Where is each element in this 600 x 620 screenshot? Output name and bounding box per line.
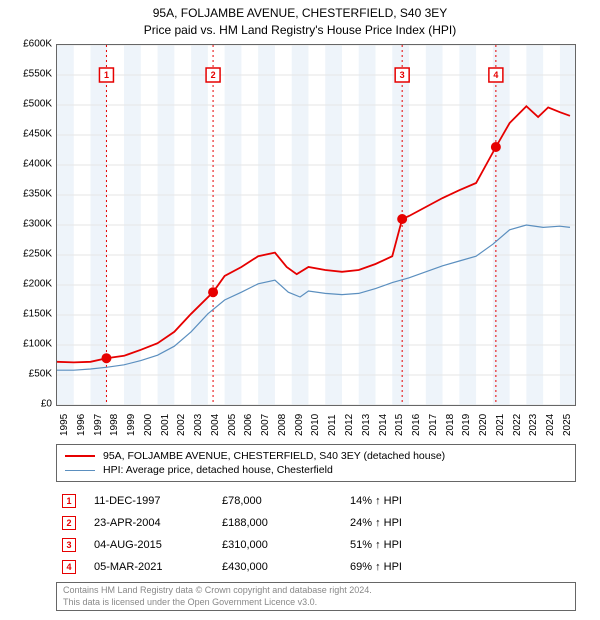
svg-text:2: 2: [211, 70, 216, 80]
chart-area: 1 2 3 4: [56, 44, 576, 406]
x-tick-label: 2024: [545, 414, 556, 436]
x-tick-label: 1998: [109, 414, 120, 436]
y-tick-label: £500K: [8, 99, 52, 110]
chart-svg: 1 2 3 4: [57, 45, 575, 405]
y-tick-label: £0: [8, 399, 52, 410]
x-tick-label: 2009: [294, 414, 305, 436]
transaction-row: 3 04-AUG-2015 £310,000 51% ↑ HPI: [56, 534, 576, 556]
y-tick-label: £450K: [8, 129, 52, 140]
svg-text:4: 4: [493, 70, 498, 80]
transaction-marker: 3: [62, 538, 76, 552]
transaction-delta: 14% ↑ HPI: [350, 495, 470, 507]
x-tick-label: 2010: [310, 414, 321, 436]
x-tick-label: 2019: [461, 414, 472, 436]
legend-box: 95A, FOLJAMBE AVENUE, CHESTERFIELD, S40 …: [56, 444, 576, 482]
svg-text:3: 3: [400, 70, 405, 80]
y-tick-label: £600K: [8, 39, 52, 50]
x-tick-label: 2017: [428, 414, 439, 436]
x-tick-label: 2000: [143, 414, 154, 436]
footer-line2: This data is licensed under the Open Gov…: [63, 597, 569, 609]
y-tick-label: £200K: [8, 279, 52, 290]
x-tick-label: 2025: [562, 414, 573, 436]
legend-label: 95A, FOLJAMBE AVENUE, CHESTERFIELD, S40 …: [103, 450, 445, 462]
x-tick-label: 2023: [528, 414, 539, 436]
x-tick-label: 2011: [327, 414, 338, 436]
y-tick-label: £150K: [8, 309, 52, 320]
x-tick-label: 2002: [176, 414, 187, 436]
legend-swatch: [65, 455, 95, 457]
transaction-marker: 1: [62, 494, 76, 508]
x-tick-label: 2001: [160, 414, 171, 436]
transaction-date: 04-AUG-2015: [94, 539, 204, 551]
footer-line1: Contains HM Land Registry data © Crown c…: [63, 585, 569, 597]
footer-attribution: Contains HM Land Registry data © Crown c…: [56, 582, 576, 611]
transaction-date: 05-MAR-2021: [94, 561, 204, 573]
x-tick-label: 2004: [210, 414, 221, 436]
transaction-date: 11-DEC-1997: [94, 495, 204, 507]
transaction-marker: 4: [62, 560, 76, 574]
transaction-price: £310,000: [222, 539, 332, 551]
x-tick-label: 2021: [495, 414, 506, 436]
transaction-marker: 2: [62, 516, 76, 530]
y-tick-label: £100K: [8, 339, 52, 350]
transaction-row: 4 05-MAR-2021 £430,000 69% ↑ HPI: [56, 556, 576, 578]
transaction-delta: 24% ↑ HPI: [350, 517, 470, 529]
y-tick-label: £350K: [8, 189, 52, 200]
transaction-row: 2 23-APR-2004 £188,000 24% ↑ HPI: [56, 512, 576, 534]
page-container: 95A, FOLJAMBE AVENUE, CHESTERFIELD, S40 …: [0, 0, 600, 620]
y-tick-label: £400K: [8, 159, 52, 170]
title-subtitle: Price paid vs. HM Land Registry's House …: [0, 23, 600, 39]
x-tick-label: 2014: [378, 414, 389, 436]
title-block: 95A, FOLJAMBE AVENUE, CHESTERFIELD, S40 …: [0, 0, 600, 38]
transaction-delta: 69% ↑ HPI: [350, 561, 470, 573]
x-tick-label: 2003: [193, 414, 204, 436]
title-address: 95A, FOLJAMBE AVENUE, CHESTERFIELD, S40 …: [0, 6, 600, 22]
x-tick-label: 1996: [76, 414, 87, 436]
y-tick-label: £50K: [8, 369, 52, 380]
x-tick-label: 2012: [344, 414, 355, 436]
x-tick-label: 2022: [512, 414, 523, 436]
transaction-price: £430,000: [222, 561, 332, 573]
legend-row: HPI: Average price, detached house, Ches…: [65, 463, 567, 477]
x-tick-label: 1999: [126, 414, 137, 436]
y-tick-label: £250K: [8, 249, 52, 260]
x-tick-label: 2018: [445, 414, 456, 436]
legend-label: HPI: Average price, detached house, Ches…: [103, 464, 333, 476]
y-tick-label: £300K: [8, 219, 52, 230]
x-tick-label: 2008: [277, 414, 288, 436]
x-tick-label: 2005: [227, 414, 238, 436]
x-tick-label: 1995: [59, 414, 70, 436]
x-tick-label: 2020: [478, 414, 489, 436]
x-tick-label: 2007: [260, 414, 271, 436]
x-tick-label: 2015: [394, 414, 405, 436]
transactions-table: 1 11-DEC-1997 £78,000 14% ↑ HPI 2 23-APR-2004…: [56, 490, 576, 578]
legend-swatch: [65, 470, 95, 471]
transaction-row: 1 11-DEC-1997 £78,000 14% ↑ HPI: [56, 490, 576, 512]
x-tick-label: 2016: [411, 414, 422, 436]
x-tick-label: 2013: [361, 414, 372, 436]
y-tick-label: £550K: [8, 69, 52, 80]
transaction-price: £78,000: [222, 495, 332, 507]
transaction-price: £188,000: [222, 517, 332, 529]
x-tick-label: 1997: [93, 414, 104, 436]
legend-row: 95A, FOLJAMBE AVENUE, CHESTERFIELD, S40 …: [65, 449, 567, 463]
transaction-date: 23-APR-2004: [94, 517, 204, 529]
transaction-delta: 51% ↑ HPI: [350, 539, 470, 551]
svg-text:1: 1: [104, 70, 109, 80]
x-tick-label: 2006: [243, 414, 254, 436]
